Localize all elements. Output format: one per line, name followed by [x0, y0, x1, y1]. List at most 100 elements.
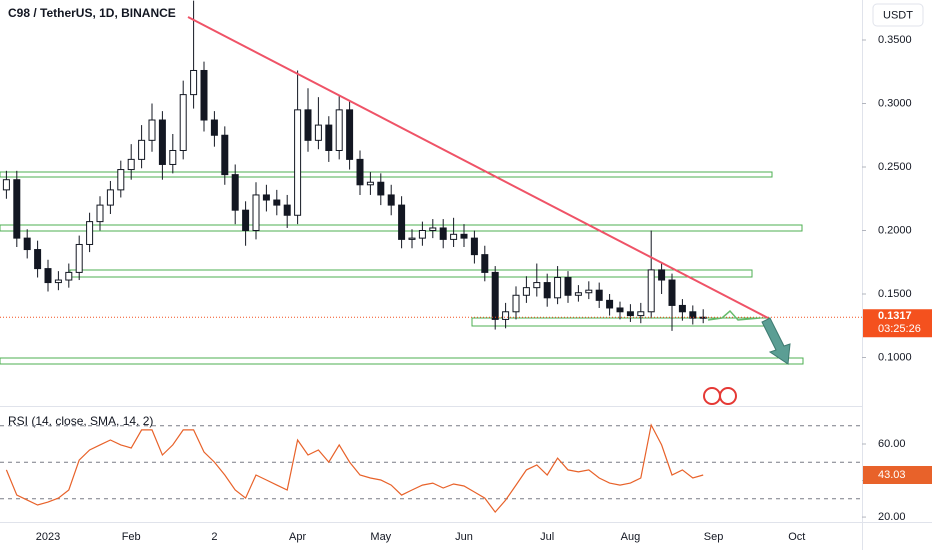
- candle-body: [356, 158, 364, 186]
- candle-body: [470, 237, 478, 256]
- time-tick-label: May: [370, 531, 391, 543]
- event-icons: [703, 387, 737, 405]
- time-tick-label: Apr: [289, 531, 306, 543]
- candle-body: [533, 282, 541, 289]
- chart-title: C98 / TetherUS, 1D, BINANCE: [8, 6, 176, 20]
- rsi-value-box: [863, 465, 932, 484]
- price-tick-label: 0.1500: [878, 288, 912, 300]
- candle-body: [522, 287, 530, 296]
- candle-body: [366, 181, 374, 186]
- candle-body: [314, 124, 322, 141]
- indicator-title: RSI (14, close, SMA, 14, 2): [8, 414, 153, 428]
- time-tick-label: Sep: [704, 531, 724, 543]
- candle-body: [408, 237, 416, 240]
- candle-body: [54, 279, 62, 284]
- time-tick-label: Jul: [540, 531, 554, 543]
- candle-body: [616, 307, 624, 313]
- candle-body: [595, 289, 603, 301]
- candle-body: [44, 268, 52, 284]
- candle-body: [450, 233, 458, 240]
- candle-body: [86, 221, 94, 245]
- rsi-value-label: 43.03: [878, 469, 906, 481]
- price-tick-label: 0.2000: [878, 224, 912, 236]
- rsi-tick-label: 20.00: [878, 511, 906, 523]
- candle-body: [148, 119, 156, 141]
- zone: [0, 357, 804, 365]
- candle-body: [34, 249, 42, 270]
- trend-line: [187, 16, 769, 319]
- candle-body: [585, 289, 593, 294]
- candle-body: [273, 199, 281, 206]
- candle-body: [262, 194, 270, 201]
- currency-button[interactable]: [872, 3, 924, 27]
- candle-body: [325, 124, 333, 151]
- candle-body: [200, 69, 208, 121]
- candle-body: [304, 109, 312, 141]
- candle-body: [127, 158, 135, 171]
- candle-body: [574, 292, 582, 296]
- candle-body: [221, 134, 229, 176]
- candle-body: [502, 311, 510, 320]
- candle-body: [242, 209, 250, 232]
- candle-body: [294, 109, 302, 216]
- countdown-label: 03:25:26: [878, 323, 921, 335]
- candle-body: [481, 254, 489, 273]
- candle-body: [179, 94, 187, 151]
- forecast-path: [707, 309, 761, 321]
- price-tick-label: 0.2500: [878, 161, 912, 173]
- time-tick-label: 2: [211, 531, 217, 543]
- time-tick-label: Aug: [621, 531, 641, 543]
- candle-body: [96, 204, 104, 223]
- candle-body: [13, 179, 21, 239]
- candle-body: [190, 69, 198, 96]
- candle-body: [647, 269, 655, 313]
- zone: [0, 171, 773, 178]
- time-tick-label: 2023: [36, 531, 60, 543]
- candle-body: [439, 227, 447, 240]
- candle-body: [543, 282, 551, 299]
- time-tick-label: Feb: [122, 531, 141, 543]
- forecast-arrow: [761, 317, 791, 365]
- candle-body: [346, 109, 354, 160]
- candle-body: [429, 227, 437, 232]
- candle-body: [106, 189, 114, 206]
- candle-body: [418, 230, 426, 239]
- candle-body: [668, 279, 676, 306]
- candle-body: [75, 243, 83, 273]
- rsi-tick-label: 60.00: [878, 438, 906, 450]
- candle-body: [283, 204, 291, 216]
- candle-body: [699, 316, 707, 319]
- candle-body: [658, 269, 666, 281]
- candle-body: [460, 233, 468, 239]
- candle-body: [169, 149, 177, 165]
- event-icon[interactable]: [703, 387, 721, 405]
- candle-body: [158, 119, 166, 165]
- price-tick-label: 0.1000: [878, 351, 912, 363]
- time-tick-label: Oct: [788, 531, 805, 543]
- candle-body: [231, 174, 239, 211]
- candle-body: [377, 181, 385, 196]
- event-icon[interactable]: [719, 387, 737, 405]
- price-tick-label: 0.3000: [878, 97, 912, 109]
- candle-body: [606, 299, 614, 309]
- candle-body: [2, 179, 10, 191]
- candle-body: [678, 304, 686, 313]
- candle-body: [689, 311, 697, 319]
- candle-body: [398, 204, 406, 240]
- last-price-label: 0.1317: [878, 310, 912, 322]
- candle-body: [117, 169, 125, 191]
- rsi-line: [5, 423, 704, 514]
- candle-body: [252, 194, 260, 232]
- price-layer: [0, 0, 862, 331]
- candle-body: [491, 271, 499, 320]
- candle-body: [626, 311, 634, 317]
- candle-body: [387, 194, 395, 206]
- price-tick-label: 0.3500: [878, 34, 912, 46]
- currency-label: USDT: [883, 9, 913, 21]
- candle-body: [564, 276, 572, 296]
- candle-body: [554, 276, 562, 299]
- candle-body: [512, 294, 520, 313]
- candle-body: [138, 139, 146, 160]
